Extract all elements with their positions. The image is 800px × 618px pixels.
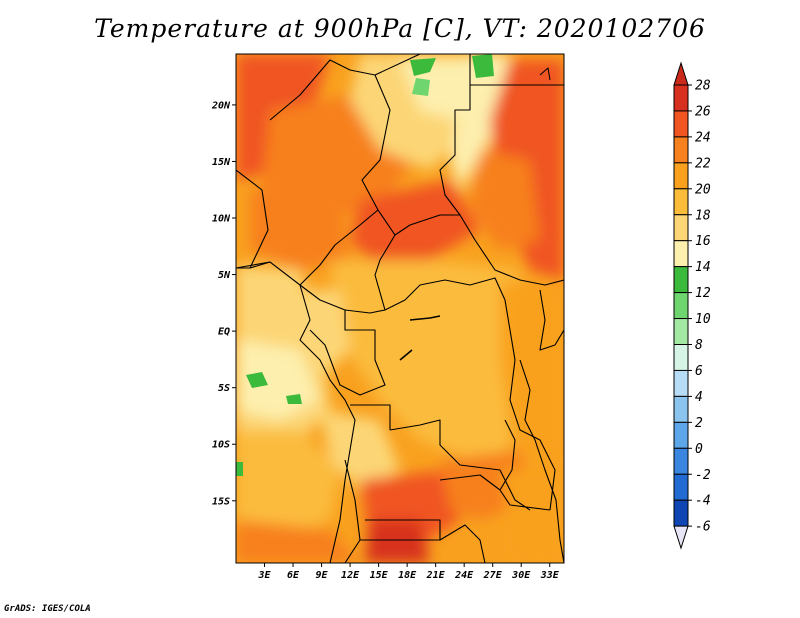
colorbar-label: 22: [695, 156, 711, 171]
lon-tick-label: 21E: [426, 570, 446, 581]
colorbar-label: -6: [695, 520, 711, 535]
map-figure: 3E 6E 9E 12E 15E 18E 21E 24E 27E 30E 33E 20N 15N 10N…: [211, 53, 711, 581]
longitude-axis: 3E 6E 9E 12E 15E 18E 21E 24E 27E 30E 33E: [257, 563, 560, 581]
colorbar-label: 26: [695, 104, 711, 119]
colorbar-swatch: [673, 292, 689, 320]
lon-tick-label: 15E: [370, 570, 389, 581]
lon-tick-label: 30E: [511, 570, 531, 581]
temperature-field: [236, 54, 564, 563]
colorbar-swatch: [673, 369, 689, 397]
lat-tick-label: 5N: [218, 270, 231, 281]
lat-tick-label: 15S: [212, 496, 230, 507]
colorbar-swatch: [673, 318, 689, 345]
colorbar-label: 10: [695, 312, 711, 327]
colorbar-swatch: [673, 84, 689, 112]
colorbar-label: -2: [695, 468, 711, 483]
colorbar-swatch: [673, 110, 689, 138]
grads-credit: GrADS: IGES/COLA: [4, 604, 91, 614]
colorbar-label: 16: [695, 234, 711, 249]
colorbar-label: 8: [695, 338, 703, 353]
lon-tick-label: 27E: [483, 570, 503, 581]
lat-tick-label: 5S: [218, 383, 230, 394]
colorbar-high-cap: [673, 61, 689, 86]
colorbar-label: 18: [695, 208, 711, 223]
lon-tick-label: 6E: [287, 570, 300, 581]
map-frame: [235, 53, 565, 564]
colorbar-swatch: [673, 162, 689, 190]
lat-tick-label: 20N: [211, 100, 231, 111]
lat-tick-label: EQ: [218, 327, 230, 338]
colorbar-swatch: [673, 344, 689, 371]
colorbar-swatch: [673, 214, 689, 242]
colorbar-low-cap: [673, 525, 689, 550]
lat-tick-label: 10S: [212, 440, 230, 451]
country-borders: [236, 54, 564, 563]
colorbar-swatch: [673, 188, 689, 216]
colorbar-swatch: [673, 136, 689, 164]
colorbar-swatch: [673, 447, 689, 475]
colorbar-label: 6: [695, 364, 703, 379]
colorbar-swatch: [673, 395, 689, 423]
colorbar-label: -4: [695, 494, 711, 509]
colorbar-label: 4: [695, 390, 703, 405]
colorbar-label: 24: [695, 130, 711, 145]
colorbar-label: 14: [695, 260, 711, 275]
colorbar-swatch: [673, 499, 689, 527]
lon-tick-label: 12E: [341, 570, 360, 581]
colorbar-swatch: [673, 473, 689, 501]
latitude-axis: 20N 15N 10N 5N EQ 5S 10S 15S: [211, 100, 236, 507]
chart-title: Temperature at 900hPa [C], VT: 202010270…: [94, 14, 706, 43]
lon-tick-label: 33E: [540, 570, 560, 581]
lon-tick-label: 9E: [316, 570, 329, 581]
colorbar-label: 2: [695, 416, 703, 431]
colorbar-swatch: [673, 421, 689, 449]
colorbar-label: 28: [695, 79, 711, 94]
lat-tick-label: 15N: [212, 157, 231, 168]
lat-tick-label: 10N: [212, 214, 231, 225]
lon-tick-label: 18E: [398, 570, 417, 581]
colorbar-label: 20: [695, 182, 711, 197]
colorbar-swatch: [673, 240, 689, 268]
lon-tick-label: 3E: [257, 570, 271, 581]
colorbar-swatch: [673, 266, 689, 294]
lon-tick-label: 24E: [454, 570, 474, 581]
colorbar-label: 12: [695, 286, 711, 301]
colorbar-label: 0: [695, 442, 703, 457]
